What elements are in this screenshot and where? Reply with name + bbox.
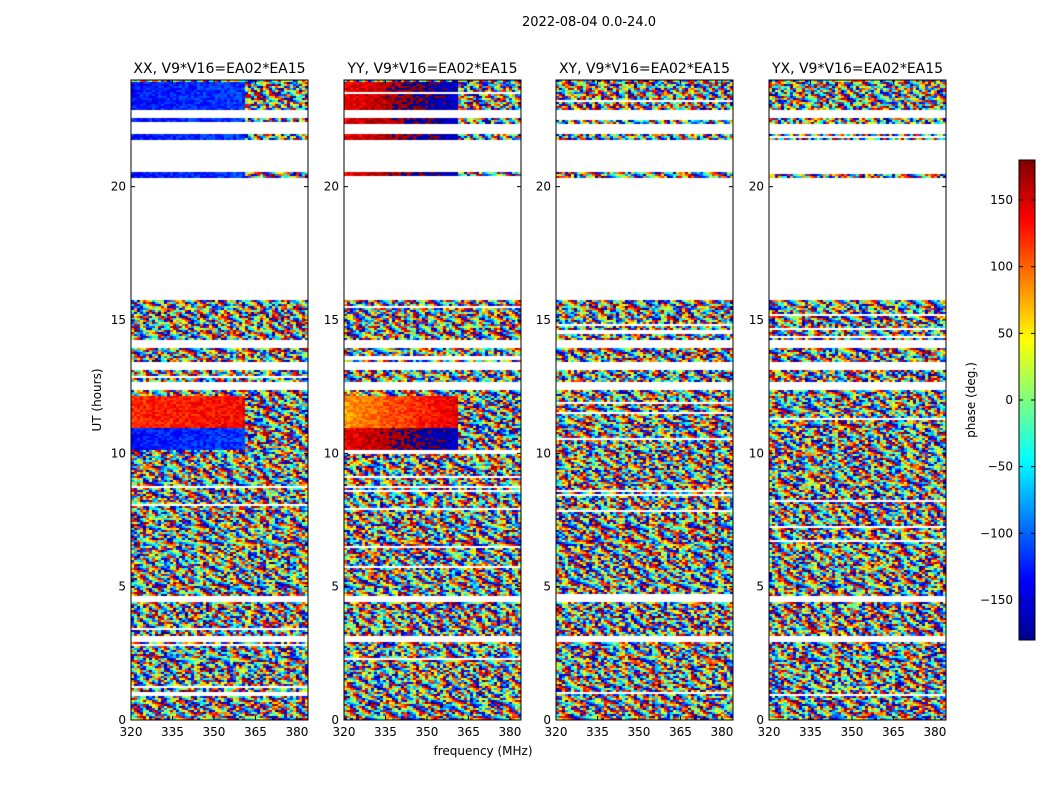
y-tick-label: 20 (536, 180, 551, 194)
panel-yy: YY, V9*V16=EA02*EA15 0 5 10 15 20 320 335 350 365… (324, 61, 522, 739)
x-tick-label: 335 (374, 725, 397, 739)
panel-frame (555, 79, 734, 721)
x-tick-label: 350 (841, 725, 864, 739)
x-tick-label: 335 (161, 725, 184, 739)
colorbar-tick-label: −50 (988, 460, 1013, 474)
y-tick-label: 15 (111, 313, 126, 327)
panel-title: XX, V9*V16=EA02*EA15 (133, 61, 305, 77)
y-tick-label: 5 (756, 580, 764, 594)
x-tick-label: 365 (244, 725, 267, 739)
colorbar-tick-label: 150 (990, 193, 1013, 207)
phase-image (769, 80, 946, 720)
panel-title: YX, V9*V16=EA02*EA15 (771, 61, 943, 77)
phase-heatmap (344, 80, 521, 720)
colorbar-ticks: 150 100 50 0 −50 −100 −150 (980, 193, 1035, 607)
panel-xx: XX, V9*V16=EA02*EA15 0 5 10 15 20 320 335 350 365… (111, 61, 309, 739)
colorbar-label: phase (deg.) (964, 362, 978, 438)
x-tick-label: 380 (498, 725, 521, 739)
x-tick-label: 320 (758, 725, 781, 739)
x-tick-label: 335 (586, 725, 609, 739)
y-tick-label: 20 (324, 180, 339, 194)
x-tick-label: 320 (120, 725, 143, 739)
phase-heatmap (131, 80, 308, 720)
x-tick-label: 350 (203, 725, 226, 739)
y-tick-label: 10 (324, 446, 339, 460)
panel-frame (130, 79, 309, 721)
colorbar-tick-label: −150 (980, 593, 1013, 607)
y-tick-label: 15 (749, 313, 764, 327)
y-tick-label: 15 (536, 313, 551, 327)
panel-yx: YX, V9*V16=EA02*EA15 0 5 10 15 20 320 335 350 365… (749, 61, 947, 739)
y-tick-label: 5 (331, 580, 339, 594)
x-tick-label: 365 (669, 725, 692, 739)
x-tick-label: 350 (416, 725, 439, 739)
y-tick-label: 0 (118, 713, 126, 727)
y-tick-label: 0 (331, 713, 339, 727)
panel-xy: XY, V9*V16=EA02*EA15 0 5 10 15 20 320 335 350 365… (536, 61, 734, 739)
x-tick-label: 320 (545, 725, 568, 739)
panel-frame (343, 79, 522, 721)
x-tick-label: 380 (285, 725, 308, 739)
colorbar: 150 100 50 0 −50 −100 −150 phase (deg.) (964, 159, 1036, 641)
y-tick-label: 5 (118, 580, 126, 594)
colorbar-tick-label: 0 (1005, 393, 1013, 407)
phase-heatmap (769, 80, 946, 720)
colorbar-tick-label: 50 (998, 326, 1013, 340)
colorbar-tick-label: −100 (980, 526, 1013, 540)
x-tick-label: 380 (923, 725, 946, 739)
y-axis-label: UT (hours) (90, 368, 104, 431)
x-tick-label: 365 (457, 725, 480, 739)
panels: XX, V9*V16=EA02*EA15 0 5 10 15 20 320 335 350 365… (111, 61, 947, 739)
y-tick-label: 10 (749, 446, 764, 460)
panel-title: YY, V9*V16=EA02*EA15 (346, 61, 517, 77)
y-tick-label: 5 (543, 580, 551, 594)
y-tick-label: 0 (543, 713, 551, 727)
y-tick-label: 10 (111, 446, 126, 460)
figure-title: 2022-08-04 0.0-24.0 (522, 15, 656, 30)
y-tick-label: 20 (749, 180, 764, 194)
phase-image (344, 80, 521, 720)
y-tick-label: 15 (324, 313, 339, 327)
phase-image (556, 80, 733, 720)
phase-heatmap (556, 80, 733, 720)
y-tick-label: 10 (536, 446, 551, 460)
x-tick-label: 350 (628, 725, 651, 739)
x-axis-label: frequency (MHz) (433, 744, 532, 758)
y-tick-label: 20 (111, 180, 126, 194)
x-tick-label: 380 (710, 725, 733, 739)
x-tick-label: 365 (882, 725, 905, 739)
y-tick-label: 0 (756, 713, 764, 727)
colorbar-tick-label: 100 (990, 260, 1013, 274)
x-tick-label: 335 (799, 725, 822, 739)
panel-frame (768, 79, 947, 721)
phase-image (131, 80, 308, 720)
x-tick-label: 320 (333, 725, 356, 739)
panel-title: XY, V9*V16=EA02*EA15 (559, 61, 730, 77)
